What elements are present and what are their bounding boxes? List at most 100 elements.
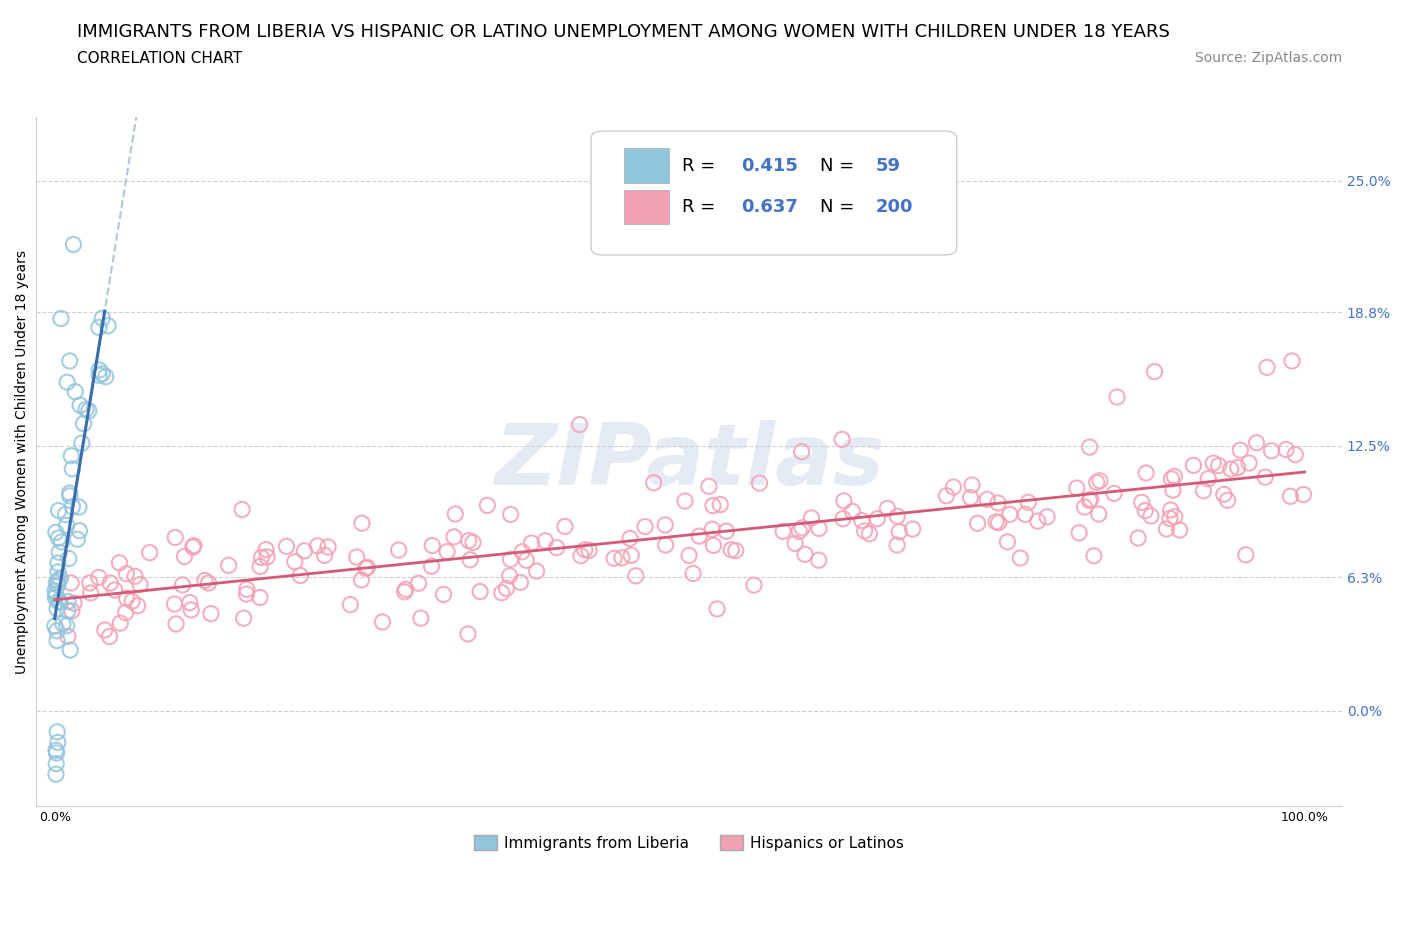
Point bbox=[495, 581, 517, 596]
Point bbox=[45, 756, 67, 771]
Point bbox=[1078, 440, 1101, 455]
Point bbox=[574, 542, 596, 557]
Point bbox=[316, 539, 339, 554]
Point bbox=[79, 586, 101, 601]
Point bbox=[45, 525, 67, 540]
Text: R =: R = bbox=[682, 198, 721, 216]
Point bbox=[942, 480, 965, 495]
Point bbox=[468, 584, 491, 599]
Point bbox=[432, 587, 454, 602]
Point bbox=[1260, 444, 1282, 458]
Point bbox=[104, 582, 127, 597]
Point bbox=[408, 576, 430, 591]
Point bbox=[48, 531, 70, 546]
Point bbox=[457, 627, 479, 642]
Point bbox=[987, 515, 1010, 530]
Point bbox=[138, 545, 160, 560]
Point bbox=[568, 418, 591, 432]
Point bbox=[1256, 360, 1278, 375]
Point bbox=[314, 548, 336, 563]
Point bbox=[1202, 456, 1225, 471]
Point bbox=[1143, 365, 1166, 379]
Text: ZIPatlas: ZIPatlas bbox=[494, 420, 884, 503]
Point bbox=[388, 542, 411, 557]
Point bbox=[1163, 510, 1185, 525]
Point bbox=[515, 552, 537, 567]
Point bbox=[610, 551, 633, 565]
Point bbox=[232, 611, 254, 626]
Point bbox=[1102, 486, 1125, 501]
Text: N =: N = bbox=[820, 156, 859, 175]
Point bbox=[510, 544, 533, 559]
Point bbox=[702, 498, 724, 513]
Point bbox=[603, 551, 626, 565]
Point bbox=[44, 591, 66, 605]
Point bbox=[742, 578, 765, 592]
Point bbox=[1216, 493, 1239, 508]
Point bbox=[1135, 466, 1157, 481]
Point bbox=[673, 494, 696, 509]
Point bbox=[183, 538, 205, 553]
Point bbox=[67, 499, 90, 514]
Point bbox=[75, 402, 97, 417]
Point bbox=[792, 521, 814, 536]
Point bbox=[1135, 503, 1157, 518]
Point bbox=[443, 529, 465, 544]
Point bbox=[624, 568, 647, 583]
Point bbox=[60, 448, 83, 463]
Point bbox=[491, 585, 513, 600]
Point bbox=[66, 532, 89, 547]
Point bbox=[678, 548, 700, 563]
Point bbox=[46, 594, 69, 609]
Point bbox=[841, 504, 863, 519]
Point bbox=[724, 543, 747, 558]
Point bbox=[59, 643, 82, 658]
Point bbox=[45, 576, 67, 591]
Point bbox=[56, 594, 79, 609]
Point bbox=[901, 522, 924, 537]
Point bbox=[706, 602, 728, 617]
Text: 59: 59 bbox=[876, 156, 901, 175]
Point bbox=[807, 552, 830, 567]
Point bbox=[682, 566, 704, 581]
Point bbox=[284, 554, 307, 569]
Point bbox=[91, 311, 114, 325]
Point bbox=[55, 507, 77, 522]
Point bbox=[395, 582, 418, 597]
Point bbox=[1192, 484, 1215, 498]
Point bbox=[181, 539, 204, 554]
Point bbox=[129, 578, 152, 592]
Point bbox=[886, 509, 908, 524]
Point bbox=[987, 496, 1010, 511]
Point bbox=[858, 526, 880, 541]
Y-axis label: Unemployment Among Women with Children Under 18 years: Unemployment Among Women with Children U… bbox=[15, 249, 30, 673]
Point bbox=[65, 384, 87, 399]
Point bbox=[108, 555, 131, 570]
Point bbox=[60, 604, 83, 618]
Point bbox=[98, 629, 121, 644]
Point bbox=[46, 578, 69, 592]
Point bbox=[46, 565, 69, 579]
Text: 0.415: 0.415 bbox=[741, 156, 799, 175]
Point bbox=[124, 569, 146, 584]
Point bbox=[720, 542, 742, 557]
Point bbox=[58, 551, 80, 566]
Point bbox=[960, 477, 983, 492]
Point bbox=[420, 538, 443, 553]
Point bbox=[889, 525, 911, 539]
Point bbox=[350, 516, 373, 531]
Point bbox=[1161, 483, 1184, 498]
Point bbox=[46, 623, 69, 638]
Point bbox=[63, 595, 86, 610]
Point bbox=[1073, 499, 1095, 514]
Point bbox=[46, 556, 69, 571]
Point bbox=[44, 583, 66, 598]
Point bbox=[1156, 522, 1178, 537]
Point bbox=[371, 615, 394, 630]
Point bbox=[851, 513, 873, 528]
Point bbox=[966, 516, 988, 531]
Point bbox=[772, 524, 794, 538]
Point bbox=[94, 622, 117, 637]
Point bbox=[98, 576, 121, 591]
Point bbox=[339, 597, 361, 612]
